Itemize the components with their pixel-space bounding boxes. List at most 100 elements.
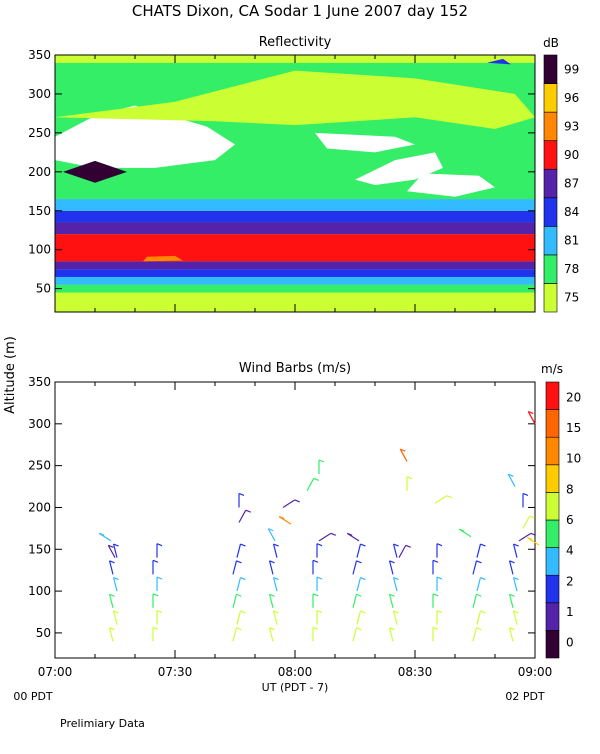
wind-barb-shaft: [232, 560, 238, 575]
y-tick-label: 50: [36, 626, 51, 640]
wind-barb: [272, 576, 279, 592]
wind-barb-flag: [360, 543, 366, 547]
wind-barb: [232, 560, 242, 575]
wind-barb-flag: [480, 543, 486, 547]
wind-barb-shaft: [306, 478, 315, 492]
wind-barb-flag: [509, 627, 515, 631]
colorbar-swatch: [545, 464, 560, 493]
wind-barb-shaft: [476, 610, 482, 625]
wind-barb-flag: [476, 560, 482, 564]
y-tick-label: 350: [28, 375, 51, 389]
wind-barb: [432, 559, 439, 575]
wind-barb-flag: [156, 609, 163, 614]
panel-title-wind-barbs: Wind Barbs (m/s): [239, 361, 351, 376]
colorbar-swatch: [543, 226, 558, 256]
wind-barb-shaft: [527, 411, 536, 425]
wind-barb: [508, 560, 515, 575]
wind-barb-flag: [108, 544, 114, 548]
wind-barb-shaft: [518, 532, 532, 542]
colorbar-label: 10: [566, 452, 581, 466]
colorbar-swatch: [543, 83, 558, 113]
wind-barb-flag: [152, 593, 159, 597]
colorbar-label: 87: [564, 177, 579, 191]
wind-barb-shaft: [272, 543, 278, 558]
wind-barb: [508, 593, 515, 608]
wind-barb: [236, 610, 246, 625]
colorbar-swatch: [545, 436, 560, 466]
y-tick-label: 100: [28, 243, 51, 257]
wind-barb-flag: [529, 515, 535, 519]
panel-title-reflectivity: Reflectivity: [259, 35, 332, 50]
wind-barb: [507, 473, 516, 487]
wind-barb-shaft: [282, 499, 296, 508]
wind-barb: [268, 593, 275, 608]
wind-barb-flag: [400, 448, 406, 452]
wind-barb-flag: [360, 610, 366, 614]
colorbar-label: 1: [566, 605, 574, 619]
heatmap-band: [55, 269, 535, 277]
heatmap-feature-white: [315, 132, 415, 153]
x-axis-label: UT (PDT - 7): [262, 681, 329, 694]
wind-barb: [268, 627, 275, 642]
wind-barb: [356, 543, 366, 558]
wind-barb-flag: [236, 560, 242, 564]
wind-barb-shaft: [352, 594, 358, 608]
colorbar-swatch: [545, 547, 560, 576]
wind-barb-shaft: [352, 627, 358, 642]
wind-barb: [388, 627, 395, 642]
wind-barb-flag: [312, 593, 319, 597]
colorbar-swatch: [545, 519, 560, 548]
y-tick-label: 100: [28, 584, 51, 598]
wind-barb: [458, 528, 472, 538]
colorbar-swatch: [543, 283, 558, 313]
wind-barb-shaft: [356, 543, 362, 558]
wind-barb: [432, 593, 439, 608]
wind-barb: [432, 626, 439, 642]
wind-barb-flag: [432, 559, 439, 563]
wind-barb: [388, 560, 395, 575]
colorbar-label: 8: [566, 482, 574, 496]
wind-barb-flag: [446, 495, 453, 499]
wind-barb-flag: [294, 499, 301, 503]
preliminary-note: Prelimiary Data: [60, 717, 145, 730]
wind-barb-flag: [528, 410, 534, 415]
wind-barb: [267, 528, 276, 542]
wind-barb-flag: [273, 543, 279, 547]
wind-barb: [316, 543, 323, 558]
heatmap-feature-lime: [55, 70, 535, 129]
wind-barb-flag: [316, 609, 323, 614]
heatmap-band: [55, 292, 535, 298]
wind-barb-flag: [245, 509, 251, 513]
wind-barb-flag: [480, 610, 486, 614]
colorbar-label: 20: [566, 390, 581, 404]
wind-barb: [436, 543, 443, 558]
wind-barb-shaft: [112, 577, 118, 592]
x-tick-label: 08:30: [398, 665, 433, 679]
wind-barb: [272, 610, 279, 625]
wind-barb-shaft: [392, 543, 398, 558]
wind-barb-flag: [436, 543, 443, 547]
colorbar-label: 93: [564, 119, 579, 133]
colorbar-swatch: [545, 602, 560, 631]
wind-barb-flag: [436, 576, 443, 580]
wind-barb-flag: [330, 532, 337, 536]
wind-barb-flag: [113, 543, 119, 547]
wind-barb-flag: [356, 593, 362, 597]
wind-barb-shaft: [392, 610, 398, 625]
heatmap-field: [55, 55, 535, 312]
colorbar-label: 6: [566, 513, 574, 527]
wind-barb-shaft: [236, 543, 242, 558]
wind-barb-shaft: [112, 610, 118, 625]
wind-barb-shaft: [476, 577, 482, 592]
wind-barb-flag: [393, 576, 399, 581]
wind-barb: [476, 610, 486, 625]
colorbar-swatch: [545, 574, 560, 604]
wind-barb: [112, 610, 119, 625]
wind-barb-flag: [513, 543, 519, 547]
wind-barb: [356, 610, 366, 625]
y-tick-label: 300: [28, 87, 51, 101]
y-tick-label: 50: [36, 282, 51, 296]
colorbar-label: 90: [564, 148, 579, 162]
wind-barb-shaft: [507, 473, 516, 487]
